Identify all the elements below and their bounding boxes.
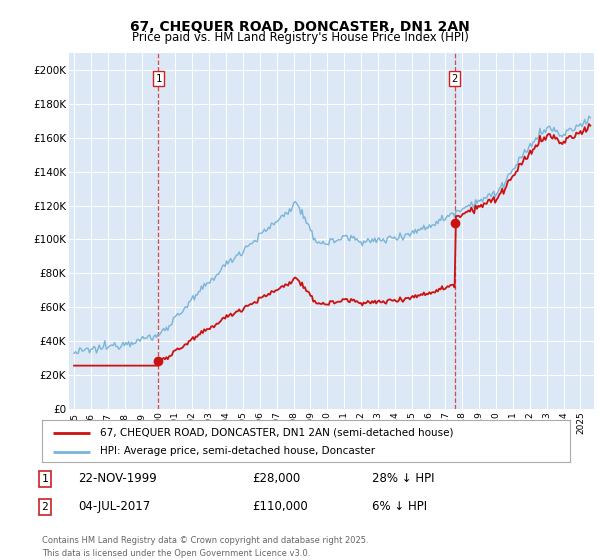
Text: £28,000: £28,000 [252, 472, 300, 486]
Text: Price paid vs. HM Land Registry's House Price Index (HPI): Price paid vs. HM Land Registry's House … [131, 31, 469, 44]
Text: 28% ↓ HPI: 28% ↓ HPI [372, 472, 434, 486]
Text: Contains HM Land Registry data © Crown copyright and database right 2025.
This d: Contains HM Land Registry data © Crown c… [42, 536, 368, 558]
Text: 6% ↓ HPI: 6% ↓ HPI [372, 500, 427, 514]
Text: 67, CHEQUER ROAD, DONCASTER, DN1 2AN (semi-detached house): 67, CHEQUER ROAD, DONCASTER, DN1 2AN (se… [100, 428, 454, 437]
Text: 22-NOV-1999: 22-NOV-1999 [78, 472, 157, 486]
Text: 04-JUL-2017: 04-JUL-2017 [78, 500, 150, 514]
Text: 2: 2 [452, 73, 458, 83]
Text: 1: 1 [41, 474, 49, 484]
Text: 67, CHEQUER ROAD, DONCASTER, DN1 2AN: 67, CHEQUER ROAD, DONCASTER, DN1 2AN [130, 20, 470, 34]
Text: 2: 2 [41, 502, 49, 512]
Text: HPI: Average price, semi-detached house, Doncaster: HPI: Average price, semi-detached house,… [100, 446, 375, 456]
Text: £110,000: £110,000 [252, 500, 308, 514]
Text: 1: 1 [155, 73, 161, 83]
